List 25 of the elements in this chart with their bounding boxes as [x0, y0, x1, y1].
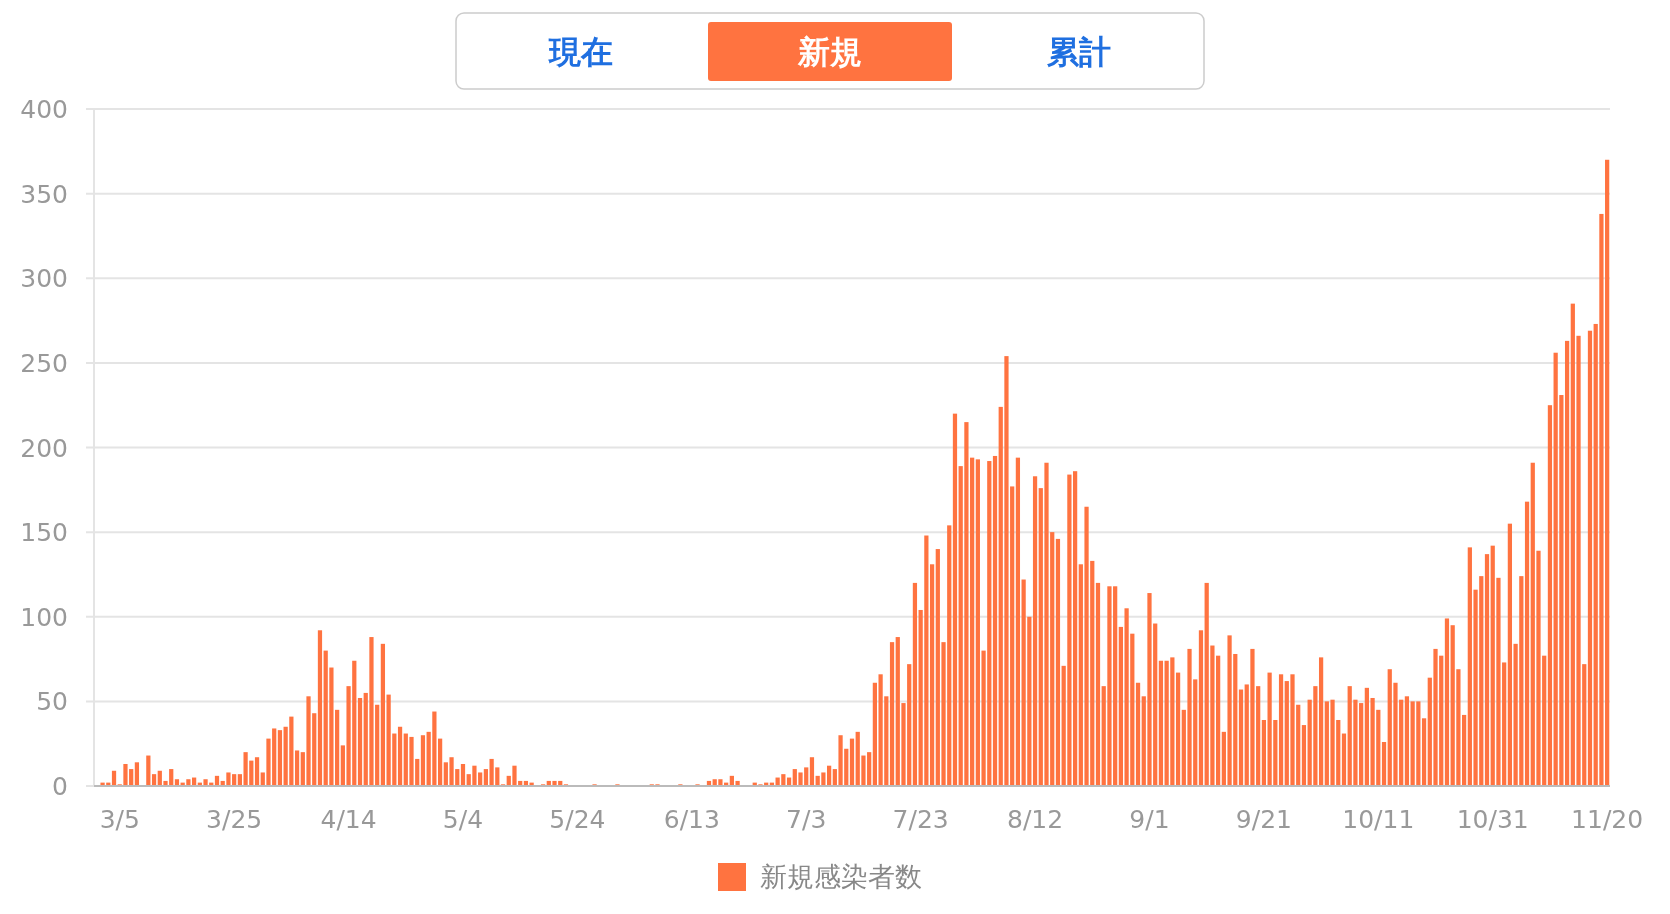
y-tick-label: 250 — [20, 348, 68, 378]
x-tick-label: 7/23 — [892, 805, 949, 834]
y-tick-label: 400 — [20, 95, 68, 124]
legend-label: 新規感染者数 — [760, 861, 922, 892]
x-tick-label: 11/20 — [1571, 805, 1644, 834]
x-tick-label: 6/13 — [663, 805, 720, 834]
x-tick-label: 9/1 — [1129, 805, 1170, 834]
y-tick-label: 350 — [20, 179, 68, 209]
y-tick-label: 200 — [20, 433, 68, 463]
toggle-buttons: 現在 新規 累計 — [455, 12, 1205, 90]
x-tick-label: 10/31 — [1456, 805, 1529, 834]
x-tick-label: 9/21 — [1235, 805, 1292, 834]
x-tick-label: 4/14 — [320, 805, 377, 834]
y-tick-label: 150 — [20, 518, 68, 548]
y-tick-label: 0 — [52, 772, 68, 801]
x-tick-label: 10/11 — [1342, 805, 1415, 834]
x-tick-label: 3/25 — [206, 805, 263, 834]
y-tick-label: 50 — [36, 687, 68, 717]
x-tick-label: 8/12 — [1006, 805, 1064, 834]
x-tick-label: 3/5 — [99, 805, 140, 834]
y-tick-label: 100 — [20, 602, 68, 632]
x-tick-label: 5/24 — [549, 805, 606, 834]
x-tick-label: 7/3 — [786, 805, 827, 834]
x-tick-label: 5/4 — [442, 805, 484, 834]
y-tick-label: 300 — [20, 264, 68, 294]
